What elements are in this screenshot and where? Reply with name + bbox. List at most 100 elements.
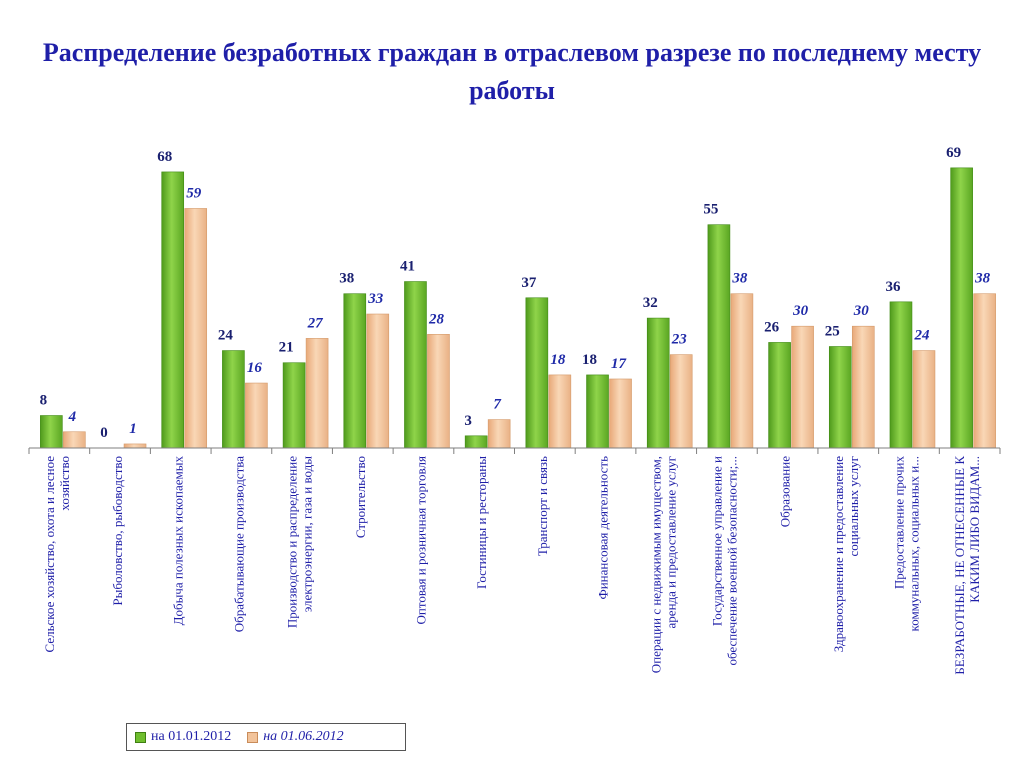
- bar-series-b: [548, 374, 572, 449]
- data-label-series-a: 37: [521, 275, 537, 291]
- data-label-series-b: 18: [550, 352, 566, 368]
- bar-series-a: [464, 435, 488, 449]
- chart-legend: на 01.01.2012 на 01.06.2012: [126, 723, 406, 751]
- data-label-series-b: 33: [367, 291, 384, 307]
- category-label-line: обеспечение военной безопасности;...: [724, 456, 739, 666]
- data-label-series-b: 1: [129, 421, 137, 437]
- bar-series-b: [305, 338, 329, 449]
- category-label-line: Транспорт и связь: [535, 456, 550, 556]
- legend-swatch-series-a: [135, 731, 146, 743]
- category-label: Образование: [778, 456, 793, 527]
- data-label-series-a: 55: [703, 202, 718, 218]
- legend-item-series-a: на 01.01.2012: [135, 729, 231, 745]
- category-label-line: Производство и распределение: [285, 456, 300, 628]
- bar-series-a: [889, 301, 913, 449]
- category-label: Оптовая и розничная торговля: [413, 456, 428, 625]
- bar-series-b: [730, 293, 754, 449]
- data-label-series-a: 36: [885, 279, 901, 295]
- bar-series-a: [707, 224, 731, 449]
- category-label-line: Оптовая и розничная торговля: [413, 456, 428, 625]
- bar-series-a: [525, 297, 549, 449]
- category-label-line: Добыча полезных ископаемых: [171, 456, 186, 626]
- legend-swatch-series-b: [247, 731, 259, 743]
- category-label: Государственное управление и обеспечение …: [709, 456, 739, 666]
- category-label-line: Государственное управление и: [709, 456, 724, 626]
- bar-series-b: [427, 334, 450, 449]
- category-label-line: хозяйство: [57, 456, 72, 511]
- category-label: Гостиницы и рестораны: [474, 456, 489, 589]
- category-label-line: Здравоохранение и предоставление: [831, 456, 846, 652]
- data-label-series-a: 69: [946, 145, 961, 161]
- data-label-series-b: 17: [611, 356, 627, 372]
- category-label-line: электроэнергии, газа и воды: [300, 456, 315, 613]
- bar-series-b: [123, 443, 147, 449]
- bar-series-b: [851, 325, 875, 449]
- category-label-line: социальных услуг: [846, 456, 861, 557]
- data-label-series-b: 7: [493, 397, 501, 413]
- category-label-line: аренда и предоставление услуг: [664, 456, 679, 628]
- category-label-line: КАКИМ ЛИБО ВИДАМ...: [967, 456, 982, 603]
- category-label: Сельское хозяйство, охота и лесное хозяйс…: [42, 456, 72, 653]
- bar-series-a: [343, 293, 367, 449]
- data-label-series-b: 30: [792, 303, 809, 319]
- bar-series-b: [973, 293, 996, 449]
- category-label-line: Сельское хозяйство, охота и лесное: [42, 456, 57, 653]
- bar-series-b: [669, 354, 693, 449]
- category-label-line: Гостиницы и рестораны: [474, 456, 489, 589]
- data-label-series-a: 18: [582, 352, 597, 368]
- bar-series-a: [40, 415, 63, 449]
- bar-series-a: [222, 350, 245, 449]
- category-label-line: БЕЗРАБОТНЫЕ, НЕ ОТНЕСЕННЫЕ К: [952, 456, 967, 675]
- category-label-line: Рыболовство, рыбоводство: [110, 456, 125, 606]
- bar-series-a: [161, 171, 185, 449]
- bar-series-b: [609, 378, 632, 449]
- data-label-series-b: 28: [428, 311, 445, 327]
- data-label-series-a: 68: [157, 149, 172, 165]
- category-label-line: Операции с недвижимым имуществом,: [649, 456, 664, 673]
- bar-series-a: [768, 342, 791, 449]
- data-label-series-a: 21: [279, 340, 294, 356]
- bar-series-b: [791, 325, 814, 449]
- data-label-series-b: 24: [913, 328, 930, 344]
- bar-series-a: [646, 317, 670, 449]
- bar-series-b: [366, 313, 390, 449]
- bar-series-b: [487, 419, 511, 449]
- category-label-line: Образование: [778, 456, 793, 527]
- chart-title: Распределение безработных граждан в отра…: [42, 38, 982, 105]
- category-label: Операции с недвижимым имуществом, аренда …: [649, 456, 679, 673]
- data-label-series-a: 3: [464, 413, 472, 429]
- data-label-series-b: 38: [974, 271, 991, 287]
- data-label-series-b: 23: [671, 332, 688, 348]
- category-label-line: коммунальных, социальных и...: [906, 456, 921, 631]
- category-label-line: Строительство: [353, 456, 368, 538]
- data-label-series-a: 32: [643, 295, 658, 311]
- bar-series-a: [586, 374, 609, 449]
- data-label-series-b: 59: [186, 185, 202, 201]
- category-label-line: Финансовая деятельность: [596, 456, 611, 600]
- data-label-series-a: 8: [40, 393, 48, 409]
- legend-label-series-b: на 01.06.2012: [263, 729, 344, 744]
- category-label: Здравоохранение и предоставление социальн…: [831, 456, 861, 652]
- category-label: Транспорт и связь: [535, 456, 550, 556]
- bar-series-b: [245, 382, 268, 449]
- data-label-series-b: 38: [731, 271, 748, 287]
- data-label-series-a: 25: [825, 324, 840, 340]
- bar-series-b: [184, 208, 208, 449]
- category-label: Предоставление прочих коммунальных, социа…: [891, 456, 921, 632]
- category-label: БЕЗРАБОТНЫЕ, НЕ ОТНЕСЕННЫЕ К КАКИМ ЛИБО В…: [952, 456, 982, 675]
- data-label-series-b: 16: [247, 360, 263, 376]
- legend-item-series-b: на 01.06.2012: [247, 729, 344, 745]
- data-label-series-a: 38: [339, 271, 354, 287]
- data-label-series-b: 4: [68, 409, 77, 425]
- data-label-series-a: 0: [100, 425, 108, 441]
- category-label: Обрабатывающие производства: [231, 456, 246, 632]
- category-label: Производство и распределение электроэнерг…: [285, 456, 315, 628]
- data-label-series-a: 41: [400, 259, 415, 275]
- legend-label-series-a: на 01.01.2012: [151, 729, 232, 744]
- category-label: Строительство: [353, 456, 368, 538]
- bar-series-a: [828, 346, 852, 449]
- data-label-series-b: 27: [307, 315, 324, 331]
- category-label: Добыча полезных ископаемых: [171, 456, 186, 626]
- bar-series-a: [950, 167, 973, 449]
